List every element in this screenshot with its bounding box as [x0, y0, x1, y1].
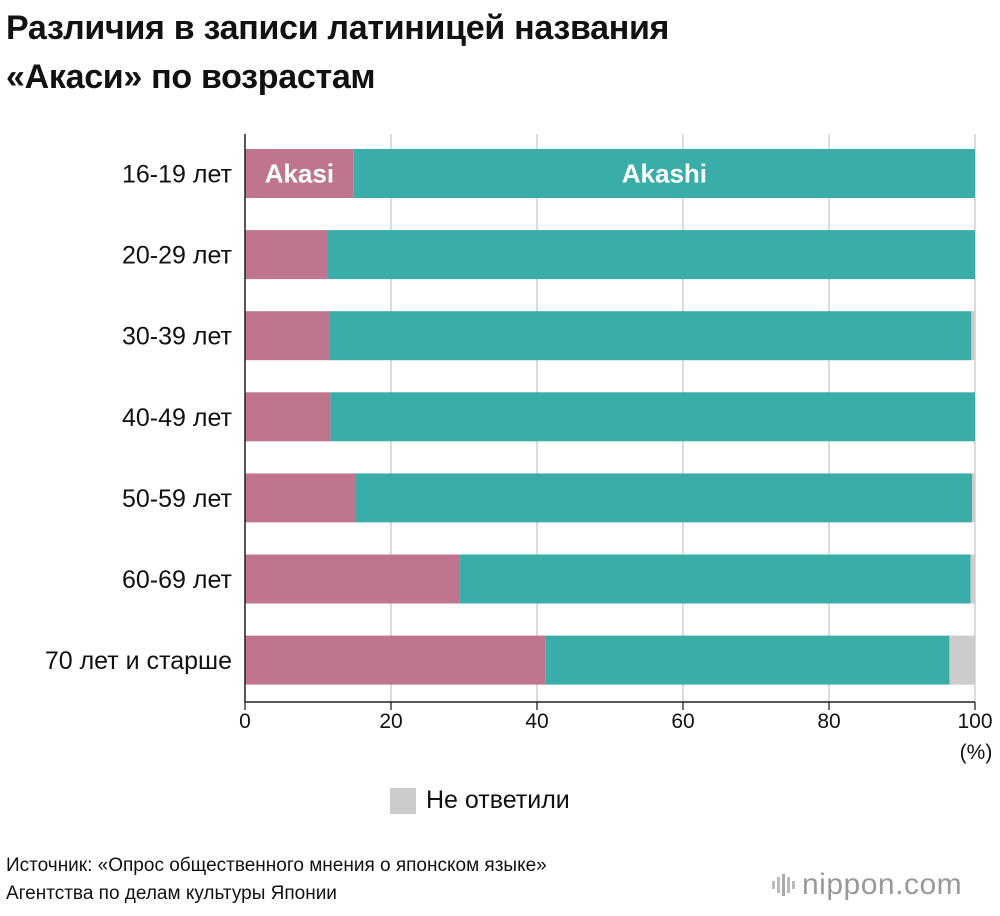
- bar-akasi-5: [245, 554, 460, 604]
- bar-не-ответили-5: [970, 554, 975, 604]
- bar-не-ответили-6: [949, 635, 975, 685]
- bar-akashi-3: [330, 392, 975, 442]
- stacked-bar-chart: Akasi Akashi 0 20 40 60 80 100 (%) 16-19 лет 20-2…: [45, 134, 993, 764]
- legend-swatch-no-answer: [390, 787, 416, 814]
- bar-label-akashi: Akashi: [622, 159, 707, 189]
- bar-akashi-2: [328, 311, 972, 361]
- bar-layer: Akasi Akashi: [245, 149, 975, 685]
- bar-akashi-4: [355, 473, 973, 523]
- bar-akashi-0: [353, 149, 975, 198]
- x-tick-label-40: 40: [525, 710, 548, 733]
- source-note: Источник: «Опрос общественного мнения о …: [6, 852, 547, 908]
- nippon-mark-icon: [772, 874, 795, 896]
- category-label-5: 60-69 лет: [122, 566, 233, 594]
- bar-akasi-3: [245, 392, 331, 442]
- category-label-6: 70 лет и старше: [45, 647, 232, 675]
- logo-dot: .: [895, 868, 904, 901]
- bar-label-akasi: Akasi: [265, 159, 334, 189]
- bar-akashi-6: [545, 635, 950, 685]
- bar-akashi-5: [459, 554, 971, 604]
- source-line-2: Агентства по делам культуры Японии: [6, 883, 337, 904]
- category-label-0: 16-19 лет: [122, 161, 233, 189]
- bar-не-ответили-4: [972, 473, 975, 523]
- bar-akasi-6: [245, 635, 546, 685]
- bar-akashi-1: [327, 230, 975, 280]
- x-tick-label-100: 100: [957, 710, 992, 733]
- logo-tld: com: [903, 868, 963, 901]
- logo-name: nippon: [802, 868, 896, 901]
- chart-title: Различия в записи латиницей названия «Ак…: [6, 4, 986, 102]
- bar-akasi-0: [245, 149, 354, 198]
- bar-akasi-1: [245, 230, 328, 280]
- x-tick-label-60: 60: [671, 710, 694, 733]
- chart-title-line-1: Различия в записи латиницей названия: [6, 9, 670, 47]
- x-tick-label-20: 20: [379, 710, 402, 733]
- bar-akasi-2: [245, 311, 329, 361]
- bar-akasi-4: [245, 473, 356, 523]
- axis-layer: 0 20 40 60 80 100 (%) 16-19 лет 20-29 лет 30-39 л…: [45, 134, 993, 764]
- chart-title-line-2: «Акаси» по возрастам: [6, 58, 376, 96]
- category-label-4: 50-59 лет: [122, 485, 233, 513]
- source-line-1: Источник: «Опрос общественного мнения о …: [6, 855, 547, 876]
- x-tick-label-80: 80: [817, 710, 840, 733]
- category-label-2: 30-39 лет: [122, 323, 233, 351]
- x-axis-unit: (%): [960, 741, 993, 764]
- legend: Не ответили: [390, 786, 570, 815]
- x-tick-label-0: 0: [239, 710, 251, 733]
- bar-не-ответили-2: [971, 311, 975, 361]
- category-label-1: 20-29 лет: [122, 242, 233, 270]
- legend-label-no-answer: Не ответили: [426, 786, 570, 814]
- nippon-logo: nippon. com: [772, 868, 962, 902]
- category-label-3: 40-49 лет: [122, 404, 233, 432]
